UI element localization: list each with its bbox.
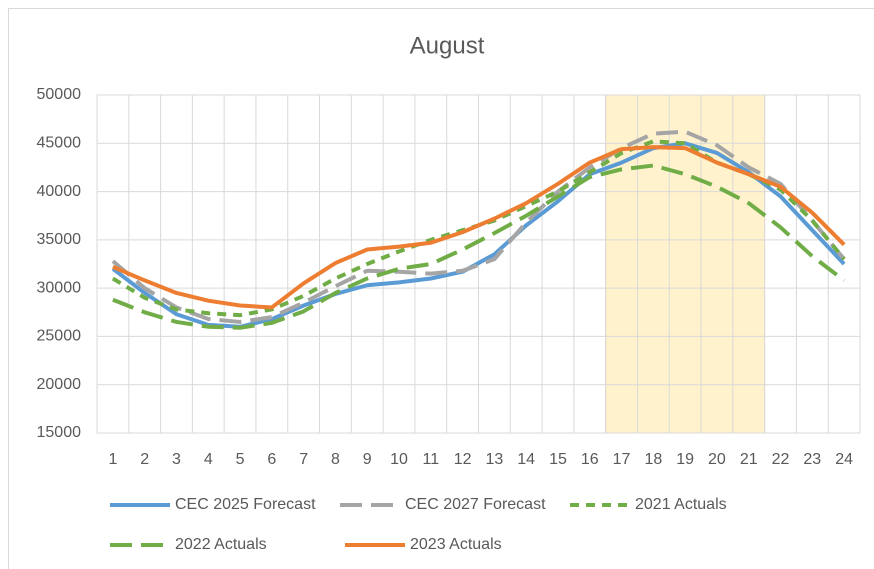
x-tick-label: 2 [140, 451, 149, 468]
series-line [111, 129, 846, 324]
x-tick-label: 17 [613, 451, 631, 468]
x-tick-label: 24 [835, 451, 853, 468]
x-tick-label: 1 [108, 451, 117, 468]
x-tick-label: 4 [204, 451, 213, 468]
x-tick-label: 11 [423, 451, 440, 468]
series-line [112, 145, 846, 310]
x-tick-label: 9 [363, 451, 372, 468]
y-tick-label: 30000 [37, 279, 82, 296]
x-tick-label: 8 [331, 451, 340, 468]
legend-label: CEC 2027 Forecast [405, 496, 546, 513]
x-tick-label: 20 [708, 451, 726, 468]
x-tick-label: 21 [740, 451, 758, 468]
y-tick-label: 45000 [37, 135, 82, 152]
y-tick-label: 40000 [37, 183, 82, 200]
x-tick-label: 15 [549, 451, 567, 468]
x-tick-label: 13 [485, 451, 503, 468]
y-tick-label: 25000 [37, 328, 82, 345]
x-tick-label: 19 [676, 451, 694, 468]
legend-label: 2023 Actuals [410, 536, 502, 553]
x-tick-label: 22 [772, 451, 790, 468]
x-tick-label: 7 [299, 451, 308, 468]
legend-label: CEC 2025 Forecast [175, 496, 316, 513]
y-tick-label: 20000 [37, 376, 82, 393]
x-tick-label: 18 [644, 451, 662, 468]
x-tick-label: 6 [267, 451, 276, 468]
x-tick-label: 23 [803, 451, 821, 468]
highlight-band [605, 94, 766, 434]
x-tick-label: 10 [390, 451, 408, 468]
legend-label: 2021 Actuals [635, 496, 727, 513]
x-tick-label: 12 [454, 451, 472, 468]
legend-label: 2022 Actuals [175, 536, 267, 553]
y-tick-label: 15000 [37, 424, 82, 441]
x-tick-label: 3 [172, 451, 181, 468]
chart-title: August [410, 32, 485, 59]
x-tick-label: 14 [517, 451, 535, 468]
y-tick-label: 35000 [37, 231, 82, 248]
x-tick-label: 16 [581, 451, 599, 468]
series-line [112, 163, 846, 330]
x-tick-label: 5 [236, 451, 245, 468]
y-tick-label: 50000 [37, 86, 82, 103]
